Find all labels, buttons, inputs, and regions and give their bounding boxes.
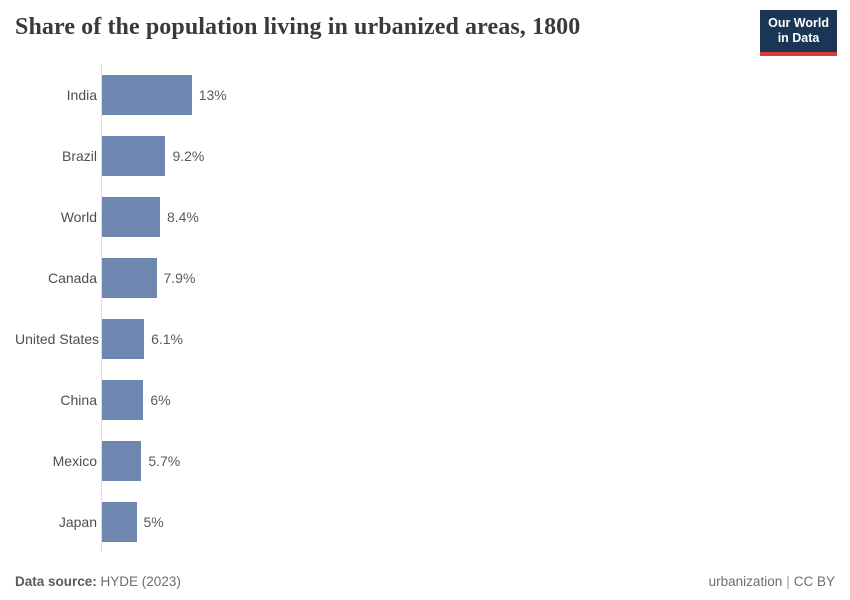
bar[interactable] — [102, 318, 145, 359]
data-source-value: HYDE (2023) — [100, 574, 181, 589]
bar-track: 5% — [101, 491, 835, 552]
bar-track: 7.9% — [101, 247, 835, 308]
bar-track: 5.7% — [101, 430, 835, 491]
chart-footer: Data source: HYDE (2023) urbanization | CC… — [15, 574, 835, 589]
footer-separator: | — [786, 574, 790, 589]
bar-row: Mexico 5.7% — [15, 430, 835, 491]
bar[interactable] — [102, 501, 137, 542]
value-label: 5.7% — [148, 452, 181, 469]
entity-label[interactable]: World — [60, 208, 97, 225]
bar[interactable] — [102, 440, 142, 481]
license-link[interactable]: CC BY — [793, 574, 835, 589]
value-label: 6.1% — [151, 330, 183, 347]
value-label: 13% — [198, 86, 227, 103]
topic-link[interactable]: urbanization — [708, 574, 783, 589]
entity-label[interactable]: Mexico — [52, 452, 97, 469]
bar-row: India 13% — [15, 64, 835, 125]
bar-row: Brazil 9.2% — [15, 125, 835, 186]
bar-chart-plot-area: India 13% Brazil 9.2% World 8.4% Canada 7.9% Uni… — [15, 64, 835, 552]
entity-label[interactable]: China — [60, 391, 97, 408]
bar[interactable] — [102, 135, 166, 176]
value-label: 9.2% — [172, 147, 205, 164]
value-label: 7.9% — [163, 269, 196, 286]
chart-title: Share of the population living in urbani… — [15, 14, 581, 40]
entity-label[interactable]: Japan — [58, 513, 97, 530]
entity-label[interactable]: Brazil — [61, 147, 97, 164]
footer-links: urbanization | CC BY — [709, 574, 835, 589]
bar-row: Canada 7.9% — [15, 247, 835, 308]
owid-logo-line2: in Data — [777, 31, 820, 46]
bar[interactable] — [102, 74, 192, 115]
data-source-label: Data source: — [15, 574, 97, 589]
bar[interactable] — [102, 379, 144, 420]
bar-track: 9.2% — [101, 125, 835, 186]
bar-track: 6% — [101, 369, 835, 430]
entity-label[interactable]: United States — [15, 330, 100, 347]
bar[interactable] — [102, 257, 157, 298]
value-label: 8.4% — [166, 208, 199, 225]
bar-row: Japan 5% — [15, 491, 835, 552]
bar[interactable] — [102, 196, 160, 237]
entity-label[interactable]: Canada — [47, 269, 97, 286]
value-label: 6% — [150, 391, 171, 408]
owid-logo-line1: Our World — [768, 16, 829, 30]
owid-logo[interactable]: Our World in Data — [760, 10, 837, 56]
bar-track: 6.1% — [101, 308, 835, 369]
bar-row: United States 6.1% — [15, 308, 835, 369]
bar-track: 13% — [101, 64, 835, 125]
data-source-note: Data source: HYDE (2023) — [15, 574, 181, 589]
bar-row: World 8.4% — [15, 186, 835, 247]
bar-track: 8.4% — [101, 186, 835, 247]
value-label: 5% — [143, 513, 164, 530]
bar-row: China 6% — [15, 369, 835, 430]
entity-label[interactable]: India — [66, 86, 97, 103]
